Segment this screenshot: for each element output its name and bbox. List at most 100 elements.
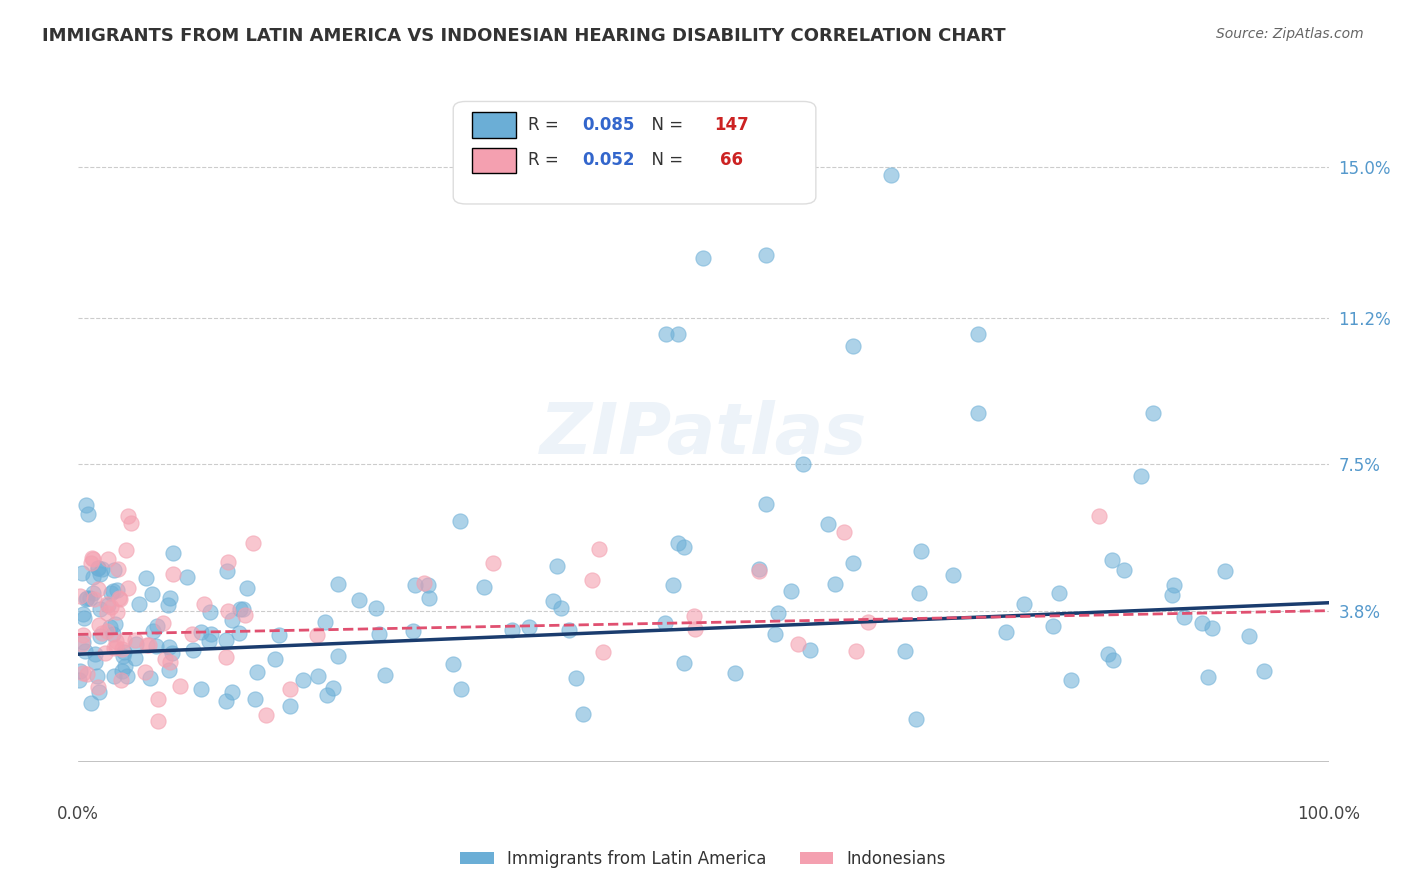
Immigrants from Latin America [156,598,179,612]
Indonesians [845,644,868,658]
Indonesians [72,628,94,642]
Immigrants from Latin America [77,507,100,521]
Immigrants from Latin America [994,624,1017,639]
Immigrants from Latin America [374,668,396,682]
Immigrants from Latin America [322,681,344,695]
Indonesians [104,633,127,648]
FancyBboxPatch shape [472,112,516,138]
Immigrants from Latin America [84,648,107,662]
Immigrants from Latin America [893,643,915,657]
Immigrants from Latin America [824,576,846,591]
Indonesians [481,556,503,570]
Indonesians [115,542,138,557]
Indonesians [94,646,117,660]
Immigrants from Latin America [666,536,689,550]
Immigrants from Latin America [314,615,336,630]
Immigrants from Latin America [114,658,136,673]
Immigrants from Latin America [755,247,778,261]
Indonesians [134,665,156,679]
Immigrants from Latin America [232,602,254,616]
Immigrants from Latin America [146,619,169,633]
Immigrants from Latin America [558,623,581,637]
Immigrants from Latin America [662,577,685,591]
Immigrants from Latin America [1101,653,1123,667]
Immigrants from Latin America [347,592,370,607]
Indonesians [124,632,146,647]
Indonesians [146,692,169,706]
Immigrants from Latin America [967,406,990,420]
Immigrants from Latin America [449,514,471,528]
FancyBboxPatch shape [472,147,516,173]
Immigrants from Latin America [1253,664,1275,678]
Indonesians [104,640,127,654]
Text: 147: 147 [714,116,749,134]
Indonesians [193,597,215,611]
Immigrants from Latin America [326,648,349,663]
Immigrants from Latin America [541,593,564,607]
Immigrants from Latin America [817,516,839,531]
Immigrants from Latin America [117,668,139,682]
Immigrants from Latin America [176,569,198,583]
Immigrants from Latin America [91,562,114,576]
Point [967,326,990,341]
Indonesians [682,609,704,624]
Immigrants from Latin America [75,498,97,512]
Immigrants from Latin America [128,597,150,611]
Immigrants from Latin America [229,602,252,616]
Immigrants from Latin America [84,655,107,669]
Immigrants from Latin America [1173,610,1195,624]
Immigrants from Latin America [799,643,821,657]
Immigrants from Latin America [842,556,865,570]
Immigrants from Latin America [82,570,104,584]
Indonesians [86,680,108,694]
Indonesians [153,651,176,665]
Immigrants from Latin America [107,582,129,597]
Indonesians [83,592,105,607]
Immigrants from Latin America [215,633,238,648]
Immigrants from Latin America [655,326,678,341]
Immigrants from Latin America [101,583,124,598]
Immigrants from Latin America [908,586,931,600]
Immigrants from Latin America [307,668,329,682]
Indonesians [254,707,277,722]
Immigrants from Latin America [89,567,111,582]
Immigrants from Latin America [221,613,243,627]
Immigrants from Latin America [97,598,120,612]
Immigrants from Latin America [1012,598,1035,612]
Immigrants from Latin America [73,644,96,658]
Indonesians [138,638,160,652]
Text: N =: N = [641,116,688,134]
Indonesians [110,673,132,688]
Indonesians [1088,508,1111,523]
Immigrants from Latin America [200,626,222,640]
Immigrants from Latin America [86,669,108,683]
Indonesians [588,541,610,556]
Indonesians [82,550,104,565]
Immigrants from Latin America [766,607,789,621]
Immigrants from Latin America [246,665,269,680]
Indonesians [96,624,118,638]
Immigrants from Latin America [243,692,266,706]
Immigrants from Latin America [101,627,124,641]
Indonesians [76,667,98,681]
Immigrants from Latin America [112,645,135,659]
Immigrants from Latin America [269,628,291,642]
Immigrants from Latin America [1042,619,1064,633]
Immigrants from Latin America [103,669,125,683]
Text: 0.052: 0.052 [582,151,634,169]
Immigrants from Latin America [125,637,148,651]
Indonesians [217,555,239,569]
Immigrants from Latin America [292,673,315,687]
Immigrants from Latin America [441,657,464,672]
Immigrants from Latin America [221,685,243,699]
Immigrants from Latin America [198,605,221,619]
Immigrants from Latin America [748,562,770,576]
Immigrants from Latin America [103,563,125,577]
Text: N =: N = [641,151,688,169]
Immigrants from Latin America [1191,616,1213,631]
Immigrants from Latin America [236,581,259,595]
Indonesians [87,582,110,597]
Immigrants from Latin America [546,559,568,574]
Immigrants from Latin America [450,682,472,697]
Immigrants from Latin America [190,625,212,640]
